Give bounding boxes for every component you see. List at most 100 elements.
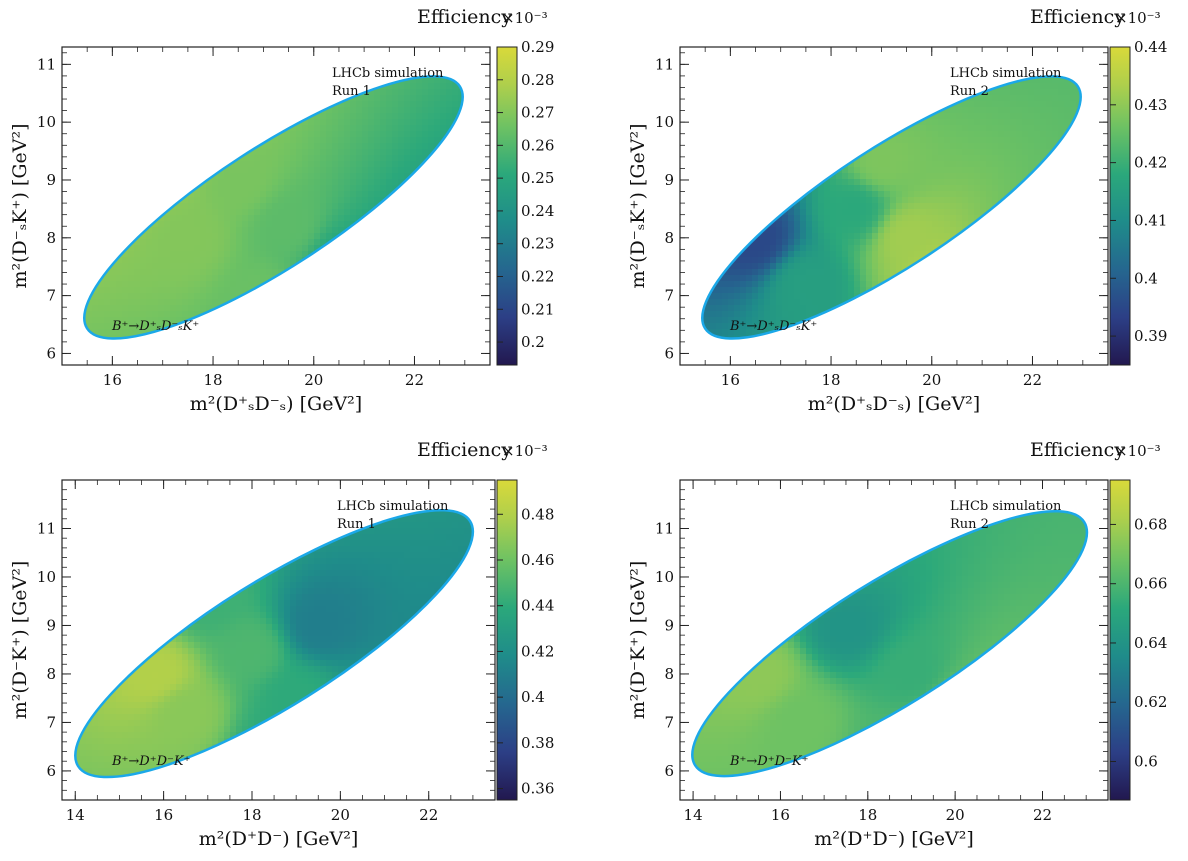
colorbar-tick-label: 0.21 <box>521 300 554 318</box>
colorbar-tick-label: 0.6 <box>1134 752 1158 770</box>
y-tick-label: 9 <box>46 171 56 189</box>
colorbar-label: Efficiency <box>1030 439 1125 461</box>
colorbar-tick-label: 0.4 <box>1134 269 1158 287</box>
colorbar-tick-label: 0.62 <box>1134 693 1167 711</box>
x-axis-label: m²(D⁺D⁻) [GeV²] <box>814 828 974 850</box>
x-tick-label: 20 <box>331 806 350 824</box>
y-axis-label: m²(D⁻ₛK⁺) [GeV²] <box>9 124 31 289</box>
simulation-label: LHCb simulation <box>332 66 444 81</box>
colorbar-tick-label: 0.64 <box>1134 634 1167 652</box>
panel-2: 16 18 20 22 6 7 8 9 10 11 m²(D⁺ₛD⁻ₛ) [GeV²] m²(D⁻ₛK… <box>627 6 1167 415</box>
x-tick-label: 22 <box>419 806 438 824</box>
x-axis-label: m²(D⁺ₛD⁻ₛ) [GeV²] <box>190 393 362 415</box>
y-tick-label: 10 <box>655 113 674 131</box>
phase-space-boundary <box>83 75 464 340</box>
colorbar-tick-label: 0.24 <box>521 202 554 220</box>
colorbar-tick-label: 0.38 <box>521 734 554 752</box>
x-tick-label: 16 <box>721 371 740 389</box>
x-tick-label: 18 <box>858 806 877 824</box>
colorbar-multiplier: ×10⁻³ <box>502 9 548 27</box>
y-tick-label: 6 <box>664 344 674 362</box>
colorbar-tick-label: 0.68 <box>1134 515 1167 533</box>
colorbar: 0.36 0.38 0.4 0.42 0.44 0.46 0.48 Efficiency×10… <box>417 439 554 801</box>
colorbar-tick-label: 0.39 <box>1134 327 1167 345</box>
colorbar: 0.39 0.4 0.41 0.42 0.43 0.44 Efficiency×10⁻³ <box>1030 6 1167 366</box>
colorbar-label: Efficiency <box>1030 6 1125 28</box>
colorbar-tick-label: 0.29 <box>521 38 554 56</box>
x-tick-label: 14 <box>66 806 85 824</box>
y-axis-label: m²(D⁻K⁺) [GeV²] <box>627 561 649 720</box>
colorbar-tick-label: 0.27 <box>521 104 554 122</box>
x-axis-label: m²(D⁺ₛD⁻ₛ) [GeV²] <box>808 393 980 415</box>
y-tick-label: 10 <box>37 568 56 586</box>
run-label: Run 2 <box>950 517 989 532</box>
y-tick-label: 7 <box>46 713 56 731</box>
y-tick-label: 8 <box>664 665 674 683</box>
y-tick-label: 7 <box>46 287 56 305</box>
y-tick-label: 9 <box>46 616 56 634</box>
y-tick-label: 10 <box>655 568 674 586</box>
colorbar-tick-label: 0.4 <box>521 688 545 706</box>
colorbar-tick-label: 0.22 <box>521 267 554 285</box>
simulation-label: LHCb simulation <box>950 66 1062 81</box>
x-tick-label: 18 <box>242 806 261 824</box>
colorbar-tick-label: 0.44 <box>1134 38 1167 56</box>
x-tick-label: 20 <box>946 806 965 824</box>
y-tick-label: 10 <box>37 113 56 131</box>
y-tick-label: 11 <box>37 519 56 537</box>
colorbar-tick-label: 0.26 <box>521 136 554 154</box>
y-axis-label: m²(D⁻ₛK⁺) [GeV²] <box>627 124 649 289</box>
colorbar-tick-label: 0.66 <box>1134 575 1167 593</box>
colorbar-tick-label: 0.42 <box>521 642 554 660</box>
x-tick-label: 22 <box>1023 371 1042 389</box>
x-tick-label: 16 <box>771 806 790 824</box>
x-axis-label: m²(D⁺D⁻) [GeV²] <box>199 828 359 850</box>
colorbar-tick-label: 0.48 <box>521 505 554 523</box>
y-tick-label: 6 <box>46 762 56 780</box>
colorbar: 0.6 0.62 0.64 0.66 0.68 Efficiency×10⁻³ <box>1030 439 1167 801</box>
y-tick-label: 9 <box>664 616 674 634</box>
phase-space-boundary <box>701 75 1082 340</box>
colorbar-tick-label: 0.44 <box>521 597 554 615</box>
simulation-label: LHCb simulation <box>950 499 1062 514</box>
y-tick-label: 6 <box>664 762 674 780</box>
colorbar-multiplier: ×10⁻³ <box>502 442 548 460</box>
y-tick-label: 7 <box>664 713 674 731</box>
y-tick-label: 11 <box>655 55 674 73</box>
panel-1: 16 18 20 22 6 7 8 9 10 11 m²(D⁺ₛD⁻ₛ) [GeV²] m²(D⁻ₛK… <box>9 6 554 415</box>
decay-label: B⁺→D⁺ₛD⁻ₛK⁺ <box>111 319 199 334</box>
phase-space-boundary <box>691 509 1089 778</box>
simulation-label: LHCb simulation <box>337 499 449 514</box>
y-tick-label: 11 <box>655 519 674 537</box>
colorbar-tick-label: 0.25 <box>521 169 554 187</box>
colorbar-label: Efficiency <box>417 6 512 28</box>
y-tick-label: 8 <box>46 665 56 683</box>
colorbar: 0.2 0.21 0.22 0.23 0.24 0.25 0.26 0.27 0.28 0.29 E… <box>417 6 554 366</box>
run-label: Run 1 <box>332 84 371 99</box>
run-label: Run 1 <box>337 517 376 532</box>
phase-space-boundary <box>74 508 475 779</box>
colorbar-tick-label: 0.46 <box>521 551 554 569</box>
panel-3: 14 16 18 20 22 6 7 8 9 10 11 m²(D⁺D⁻) [GeV²] m²(D⁻K⁺… <box>9 439 554 850</box>
x-tick-label: 18 <box>204 371 223 389</box>
colorbar-tick-label: 0.2 <box>521 333 545 351</box>
x-tick-label: 16 <box>154 806 173 824</box>
colorbar-tick-label: 0.28 <box>521 71 554 89</box>
y-axis-label: m²(D⁻K⁺) [GeV²] <box>9 561 31 720</box>
y-tick-label: 6 <box>46 344 56 362</box>
y-tick-label: 7 <box>664 287 674 305</box>
run-label: Run 2 <box>950 84 989 99</box>
x-tick-label: 20 <box>304 371 323 389</box>
y-tick-label: 11 <box>37 55 56 73</box>
colorbar-tick-label: 0.42 <box>1134 154 1167 172</box>
x-tick-label: 14 <box>684 806 703 824</box>
colorbar-tick-label: 0.43 <box>1134 96 1167 114</box>
y-tick-label: 8 <box>46 229 56 247</box>
decay-label: B⁺→D⁺D⁻K⁺ <box>111 754 190 769</box>
x-tick-label: 20 <box>922 371 941 389</box>
colorbar-multiplier: ×10⁻³ <box>1115 9 1161 27</box>
decay-label: B⁺→D⁺D⁻K⁺ <box>729 754 808 769</box>
x-tick-label: 22 <box>1033 806 1052 824</box>
x-tick-label: 22 <box>405 371 424 389</box>
